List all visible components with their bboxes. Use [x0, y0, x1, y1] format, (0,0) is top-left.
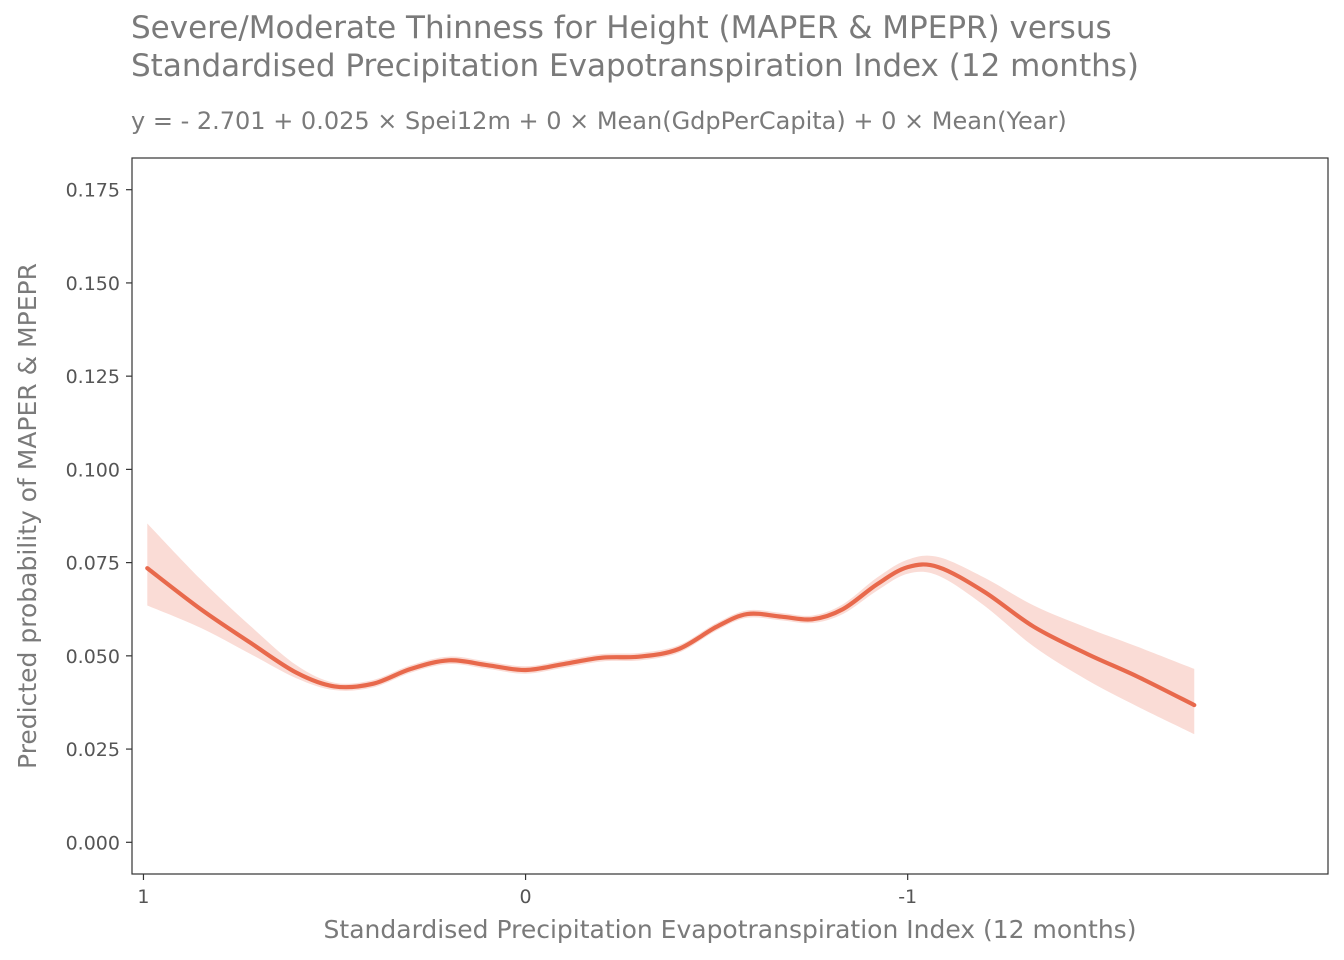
plot-frame — [131, 157, 1329, 875]
series-line — [145, 562, 1197, 708]
y-tick-label: 0.000 — [66, 832, 120, 854]
y-tick-label: 0.050 — [66, 646, 120, 668]
y-tick-label: 0.125 — [66, 366, 120, 388]
y-tick-label: 0.175 — [66, 180, 120, 202]
x-tick-label: -1 — [898, 886, 917, 908]
chart-title-line-2: Standardised Precipitation Evapotranspir… — [131, 48, 1139, 84]
y-tick-label: 0.025 — [66, 739, 120, 761]
y-tick-label: 0.075 — [66, 553, 120, 575]
x-axis-label: Standardised Precipitation Evapotranspir… — [324, 915, 1137, 944]
x-axis: 1 0 -1 — [137, 874, 917, 908]
x-tick-label: 0 — [520, 886, 532, 908]
chart-subtitle: y = - 2.701 + 0.025 × Spei12m + 0 × Mean… — [131, 107, 1067, 135]
plot-area — [145, 523, 1197, 735]
x-tick-label: 1 — [137, 886, 149, 908]
y-tick-label: 0.100 — [66, 459, 120, 481]
y-axis-label: Predicted probability of MAPER & MPEPR — [13, 263, 42, 769]
y-axis: 0.000 0.025 0.050 0.075 0.100 0.125 0.150 0.175 — [66, 180, 132, 854]
y-tick-label: 0.150 — [66, 273, 120, 295]
chart-title-line-1: Severe/Moderate Thinness for Height (MAP… — [131, 10, 1112, 46]
